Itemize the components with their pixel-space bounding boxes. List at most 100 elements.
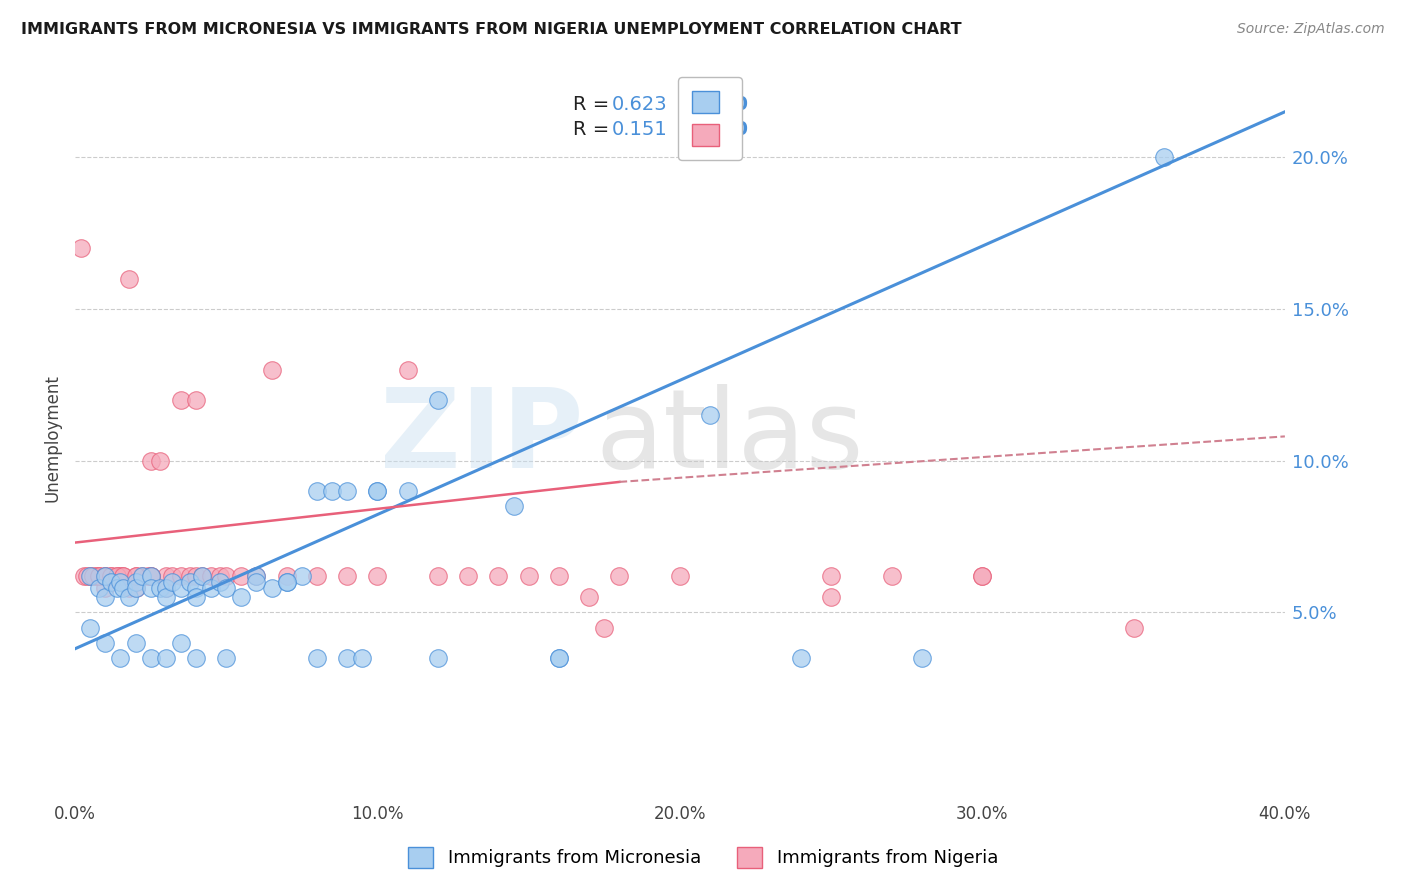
Point [70,241,93,255]
Point [305,651,328,665]
Point [548,651,571,665]
Point [118,590,141,604]
Point [291,569,314,583]
Point [200,581,222,595]
Point [276,574,298,589]
Point [94,569,117,583]
Point [366,569,388,583]
Point [124,574,146,589]
Point [366,483,388,498]
Point [118,271,141,285]
Point [209,569,232,583]
Point [139,569,162,583]
Point [89,569,111,583]
Point [396,483,419,498]
Point [517,569,540,583]
Point [215,569,238,583]
Point [820,590,842,604]
Point [426,569,449,583]
Point [139,453,162,467]
Point [149,453,172,467]
Point [155,590,177,604]
Point [245,569,267,583]
Point [245,574,267,589]
Point [209,574,232,589]
Text: 50: 50 [721,120,748,139]
Point [179,569,201,583]
Point [84,569,107,583]
Point [260,362,283,376]
Point [76,569,98,583]
Point [131,569,153,583]
Point [191,569,214,583]
Point [1153,150,1175,164]
Point [609,569,631,583]
Point [139,569,162,583]
Point [260,581,283,595]
Point [160,574,183,589]
Point [184,590,207,604]
Point [155,581,177,595]
Point [100,574,122,589]
Point [105,569,128,583]
Point [336,569,359,583]
Point [179,574,201,589]
Point [170,569,193,583]
Text: ZIP: ZIP [380,384,583,491]
Point [79,620,101,634]
Point [593,620,616,634]
Text: N =: N = [671,95,727,114]
Point [110,569,132,583]
Point [112,581,135,595]
Point [110,574,132,589]
Legend: , : , [678,77,742,160]
Point [321,483,343,498]
Point [184,581,207,595]
Point [124,581,146,595]
Point [1122,620,1144,634]
Point [911,651,934,665]
Point [94,590,117,604]
Point [669,569,692,583]
Point [139,569,162,583]
Point [105,581,128,595]
Point [79,569,101,583]
Point [110,651,132,665]
Point [231,590,253,604]
Point [136,569,159,583]
Point [82,569,104,583]
Text: Source: ZipAtlas.com: Source: ZipAtlas.com [1237,22,1385,37]
Point [124,581,146,595]
Point [426,651,449,665]
Point [699,408,721,422]
Point [170,581,193,595]
Point [170,635,193,649]
Point [548,651,571,665]
Point [112,569,135,583]
Point [578,590,600,604]
Point [215,581,238,595]
Point [94,635,117,649]
Point [972,569,994,583]
Point [79,569,101,583]
Point [155,581,177,595]
Point [276,574,298,589]
Point [488,569,510,583]
Text: atlas: atlas [595,384,863,491]
Point [155,569,177,583]
Text: N =: N = [671,120,727,139]
Point [170,392,193,407]
Point [149,581,172,595]
Point [305,483,328,498]
Point [184,651,207,665]
Point [336,483,359,498]
Point [73,569,96,583]
Point [502,499,524,513]
Point [200,569,222,583]
Point [124,569,146,583]
Point [245,569,267,583]
Point [184,392,207,407]
Point [972,569,994,583]
Text: R =: R = [574,120,623,139]
Point [139,651,162,665]
